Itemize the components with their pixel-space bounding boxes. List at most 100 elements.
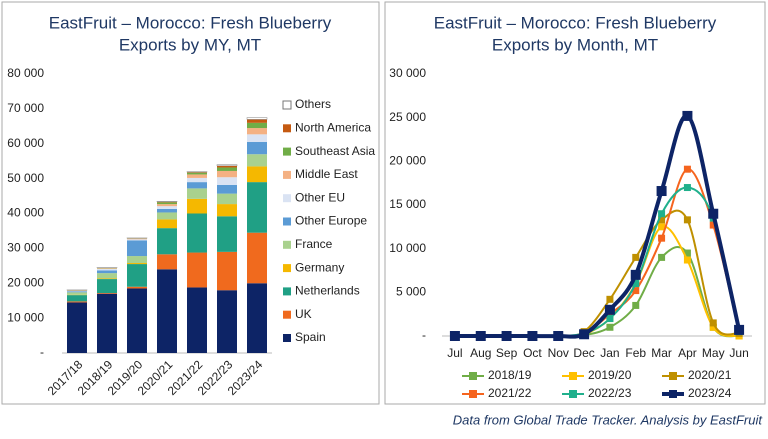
y-tick-label: 40 000 [7,206,44,220]
legend-label: Other EU [295,190,345,204]
bar-segment [217,185,237,194]
bar-segment [127,240,147,256]
legend-label: France [295,237,333,251]
point-marker [502,331,512,341]
y-tick-label: - [422,328,426,342]
legend-label: North America [295,120,371,134]
bar-segment [247,123,267,128]
legend-label: 2019/20 [588,368,632,382]
bar-segment [247,182,267,233]
point-marker [658,210,665,217]
point-marker [708,209,718,219]
bar-segment [97,294,117,353]
point-marker [632,302,639,309]
source-note: Data from Global Trade Tracker. Analysis… [453,412,764,427]
bar-segment [127,256,147,263]
bar-segment [217,165,237,166]
legend-marker [569,372,577,380]
chart-title: EastFruit – Morocco: Fresh Blueberry [434,13,717,32]
x-tick-label: Sep [496,346,518,360]
legend-swatch [283,264,291,272]
y-tick-label: 10 000 [7,310,44,324]
bar-segment [187,188,207,198]
bar-segment [187,199,207,214]
bar-segment [187,182,207,188]
y-tick-label: 10 000 [389,241,426,255]
legend-label: Germany [295,260,344,274]
legend-marker [469,372,477,380]
point-marker [631,270,641,280]
legend-swatch [283,171,291,179]
y-tick-label: 15 000 [389,197,426,211]
bar-segment [97,269,117,270]
bar-segment [247,154,267,166]
bar-segment [157,219,177,228]
point-marker [658,254,665,261]
legend-marker [469,390,477,398]
bar-segment [247,134,267,142]
series-line [455,187,739,336]
x-tick-label: Apr [678,346,697,360]
point-marker [605,305,615,315]
bar-segment [247,166,267,182]
legend-label: 2023/24 [688,386,732,400]
x-tick-label: Nov [548,346,569,360]
legend-swatch [283,101,291,109]
y-tick-label: 20 000 [7,275,44,289]
bar-segment [217,177,237,185]
legend-label: 2020/21 [688,368,732,382]
bar-segment [187,178,207,182]
bar-segment [157,228,177,254]
y-tick-label: 50 000 [7,171,44,185]
x-tick-label: Jan [600,346,619,360]
bar-segment [217,252,237,290]
legend-marker [669,372,677,380]
x-tick-label: Feb [625,346,646,360]
point-marker [684,257,691,264]
bar-segment [157,206,177,209]
series-line [455,226,739,336]
y-tick-label: 25 000 [389,110,426,124]
legend-label: 2022/23 [588,386,632,400]
y-tick-label: 70 000 [7,101,44,115]
bar-segment [157,202,177,204]
bar-segment [187,214,207,253]
legend-label: Others [295,97,331,111]
x-tick-label: May [702,346,725,360]
bar-segment [187,174,207,177]
point-marker [734,325,744,335]
legend-swatch [283,148,291,156]
legend-swatch [283,241,291,249]
x-tick-label: Oct [523,346,542,360]
bar-segment [187,173,207,175]
point-marker [606,315,613,322]
point-marker [684,166,691,173]
bar-segment [127,264,147,287]
point-marker [658,235,665,242]
x-tick-label: Dec [573,346,594,360]
bar-segment [67,295,87,301]
bar-segment [247,118,267,120]
bar-segment [67,292,87,294]
bar-segment [127,287,147,289]
bar-segment [97,273,117,278]
y-tick-label: 5 000 [396,285,426,299]
point-marker [684,184,691,191]
legend-swatch [283,194,291,202]
bar-segment [67,291,87,292]
bar-segment [247,283,267,353]
legend-swatch [283,218,291,226]
point-marker [606,324,613,331]
y-tick-label: 60 000 [7,136,44,150]
legend-label: UK [295,307,312,321]
bar-segment [127,288,147,353]
legend-label: Netherlands [295,284,360,298]
point-marker [579,329,589,339]
right-panel [385,2,765,404]
legend-label: 2021/22 [488,386,532,400]
legend-label: Spain [295,330,326,344]
point-marker [527,331,537,341]
bar-segment [187,253,207,288]
y-tick-label: 80 000 [7,66,44,80]
